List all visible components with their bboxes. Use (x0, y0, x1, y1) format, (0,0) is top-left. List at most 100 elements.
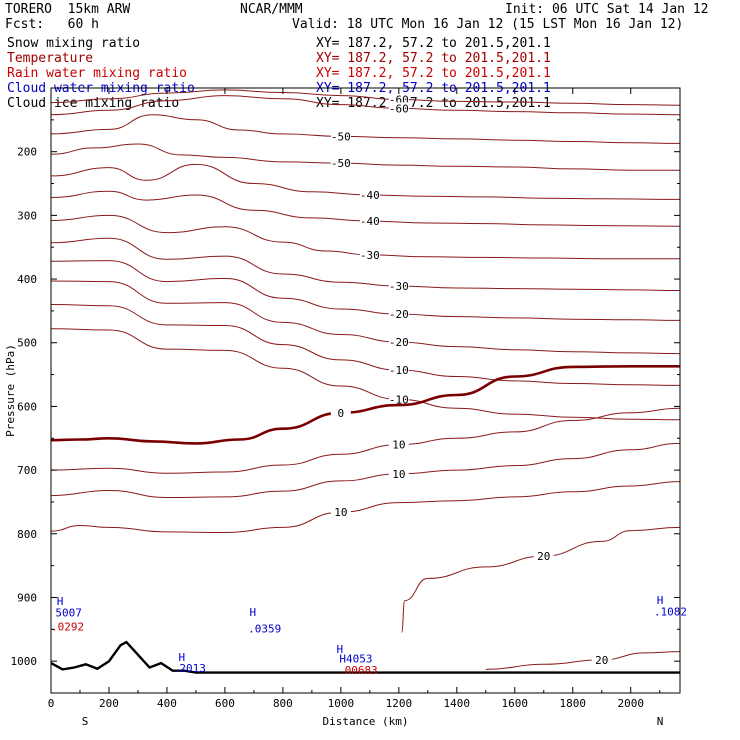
contour-label-bg (330, 157, 351, 169)
field-xy-range: XY= 187.2, 57.2 to 201.5,201.1 (316, 36, 551, 51)
field-name: Temperature (7, 51, 94, 66)
init-time: Init: 06 UTC Sat 14 Jan 12 (505, 2, 709, 17)
cloud-water-label: .1082 (654, 605, 687, 618)
contour-label: 20 (595, 654, 608, 667)
contour-label: 10 (392, 468, 405, 481)
contour-label: -50 (331, 130, 351, 143)
rain-water-label: .0292 (51, 621, 84, 634)
contour-label-bg (388, 93, 409, 105)
x-tick-label: 0 (48, 697, 55, 710)
contour-label: -40 (360, 215, 380, 228)
contour-label-bg (359, 188, 380, 200)
contour-label-bg (359, 215, 380, 227)
x-tick-label: 2000 (617, 697, 644, 710)
axes: 0 200 400 600 800 1000 1200 1400 1600 1800 2000200… (4, 88, 680, 728)
x-tick-label: 1400 (444, 697, 471, 710)
south-label: S (82, 715, 89, 728)
contour-label-bg (359, 248, 380, 260)
valid-time: Valid: 18 UTC Mon 16 Jan 12 (15 LST Mon … (292, 17, 684, 32)
contour-label-bg (388, 280, 409, 292)
temp-contour (51, 214, 680, 260)
contour-label: -40 (360, 189, 380, 202)
field-xy-range: XY= 187.2, 57.2 to 201.5,201.1 (316, 96, 551, 111)
y-tick-label: 900 (17, 591, 37, 604)
cloud-water-label: .0359 (248, 623, 281, 636)
temp-contour (51, 364, 680, 445)
field-name: Snow mixing ratio (7, 36, 141, 51)
plot-frame (50, 87, 681, 694)
y-tick-label: 800 (17, 528, 37, 541)
terrain (50, 640, 680, 674)
x-tick-label: 400 (157, 697, 177, 710)
temp-contour (51, 190, 680, 227)
contour-label-bg (388, 364, 409, 376)
contour-label-bg (388, 102, 409, 114)
contour-label-bg (388, 467, 409, 479)
y-tick-label: 1000 (11, 655, 38, 668)
contour-label: 10 (334, 506, 347, 519)
contour-label-bg (388, 308, 409, 320)
temp-contour (51, 407, 680, 474)
cloud-water-label: H (57, 595, 64, 608)
x-tick-label: 1200 (386, 697, 413, 710)
cloud-water-label: H (657, 594, 664, 607)
x-tick-label: 800 (273, 697, 293, 710)
contour-label: -20 (389, 308, 409, 321)
contour-label-bg (591, 653, 612, 665)
y-tick-label: 300 (17, 209, 37, 222)
contour-label: -10 (389, 364, 409, 377)
cloud-water-label: H (179, 651, 186, 664)
temp-contour (51, 280, 680, 355)
x-tick-label: 1000 (328, 697, 355, 710)
contour-label: -60 (389, 102, 409, 115)
temp-contour (51, 237, 680, 291)
contour-label-bg (330, 406, 351, 418)
contour-label: -30 (389, 280, 409, 293)
y-tick-label: 700 (17, 464, 37, 477)
x-tick-label: 1800 (560, 697, 587, 710)
field-xy-range: XY= 187.2, 57.2 to 201.5,201.1 (316, 51, 551, 66)
contour-label-bg (388, 438, 409, 450)
temp-contour (51, 143, 680, 171)
north-label: N (657, 715, 664, 728)
model-title: TORERO 15km ARW (5, 2, 131, 17)
temp-contour (485, 651, 680, 670)
cloud-water-label: .2013 (173, 662, 206, 675)
temp-contour (51, 95, 680, 116)
field-xy-range: XY= 187.2, 57.2 to 201.5,201.1 (316, 66, 551, 81)
field-name: Rain water mixing ratio (7, 66, 188, 81)
contour-label: 10 (392, 439, 405, 452)
cloud-water-label: 5007 (55, 607, 82, 620)
contour-label: -20 (389, 336, 409, 349)
x-tick-label: 200 (99, 697, 119, 710)
contour-label: 0 (338, 407, 345, 420)
contour-label-bg (330, 506, 351, 518)
temp-contour (401, 526, 680, 633)
y-tick-label: 600 (17, 400, 37, 413)
temp-contour (51, 304, 680, 386)
field-name: Cloud ice mixing ratio (7, 96, 180, 111)
temp-contour (51, 442, 680, 499)
temperature-contours: -60-60-50-50-40-40-30-30-20-20-10-100101… (51, 89, 680, 670)
center-title: NCAR/MMM (240, 2, 303, 17)
x-axis-label: Distance (km) (322, 715, 408, 728)
y-tick-label: 400 (17, 273, 37, 286)
temp-contour (51, 260, 680, 321)
y-tick-label: 200 (17, 146, 37, 159)
temp-contour (51, 89, 680, 106)
cloud-water-label: H4053 (339, 652, 372, 665)
rain-water-label: .00683 (338, 664, 378, 677)
temp-contour (51, 328, 680, 421)
contour-label-bg (388, 393, 409, 405)
y-axis-label: Pressure (hPa) (4, 344, 17, 437)
y-tick-label: 500 (17, 337, 37, 350)
x-tick-label: 600 (215, 697, 235, 710)
contour-label: 20 (537, 550, 550, 563)
forecast-hour: Fcst: 60 h (5, 17, 99, 32)
temp-contour (51, 481, 680, 534)
contour-label: -10 (389, 393, 409, 406)
contour-label: -50 (331, 157, 351, 170)
cloud-water-label: H (337, 643, 344, 656)
